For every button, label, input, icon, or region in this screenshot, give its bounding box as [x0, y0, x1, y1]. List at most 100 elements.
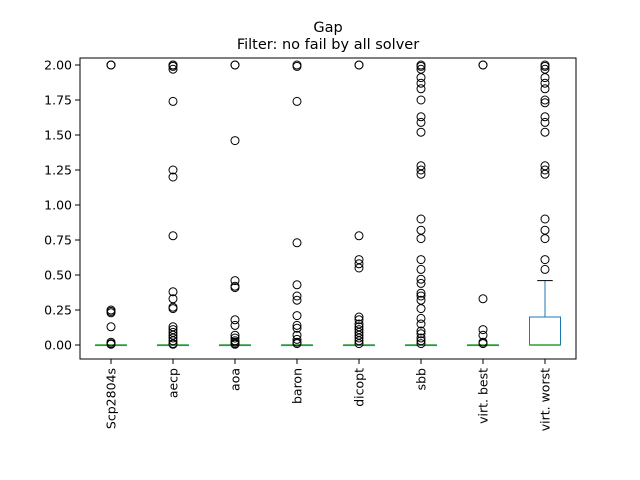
outlier-point	[416, 165, 426, 175]
box-scp2804s	[95, 60, 127, 349]
x-tick-label: sbb	[414, 368, 429, 390]
box-sbb	[405, 60, 437, 349]
outlier-point	[230, 136, 240, 146]
outlier-point	[230, 60, 240, 70]
outlier-point	[416, 117, 426, 127]
outlier-point	[292, 320, 302, 330]
box-virt-best	[467, 60, 499, 349]
outlier-point	[416, 329, 426, 339]
outlier-point	[292, 323, 302, 333]
outlier-point	[292, 238, 302, 248]
outlier-point	[168, 231, 178, 241]
outlier-point	[354, 336, 364, 346]
outlier-point	[416, 78, 426, 88]
outlier-point	[416, 255, 426, 265]
outlier-point	[540, 165, 550, 175]
outlier-point	[168, 165, 178, 175]
y-tick-label: 0.00	[44, 338, 72, 353]
outlier-point	[168, 287, 178, 297]
x-axis: Scp2804s aecp aoa baron dicopt sbb virt. best v…	[104, 359, 553, 431]
outlier-point	[292, 61, 302, 71]
outlier-point	[416, 304, 426, 314]
outlier-point	[168, 333, 178, 343]
outlier-point	[416, 319, 426, 329]
outlier-point	[416, 333, 426, 343]
outlier-point	[354, 333, 364, 343]
outlier-point	[230, 320, 240, 330]
outlier-point	[540, 264, 550, 274]
outlier-point	[230, 339, 240, 349]
outlier-point	[416, 313, 426, 323]
outlier-point	[416, 339, 426, 349]
x-tick-label: aoa	[228, 368, 243, 391]
outlier-point	[292, 339, 302, 349]
outlier-point	[416, 274, 426, 284]
outlier-point	[292, 96, 302, 106]
outlier-point	[540, 169, 550, 179]
outlier-point	[416, 326, 426, 336]
plot-frame	[79, 57, 577, 360]
outlier-point	[416, 291, 426, 301]
y-tick-label: 1.75	[44, 93, 72, 108]
outlier-point	[416, 95, 426, 105]
outlier-point	[354, 312, 364, 322]
outlier-point	[292, 280, 302, 290]
y-tick-label: 1.00	[44, 198, 72, 213]
outlier-point	[540, 234, 550, 244]
x-tick-label: aecp	[166, 368, 181, 398]
outlier-point	[354, 263, 364, 273]
x-tick-label: dicopt	[352, 368, 367, 407]
x-tick-label: virt. worst	[538, 368, 553, 431]
outlier-point	[540, 73, 550, 83]
outlier-point	[168, 64, 178, 74]
box-aoa	[219, 60, 251, 349]
y-tick-label: 0.25	[44, 303, 72, 318]
x-tick-label: virt. best	[476, 368, 491, 424]
outlier-point	[292, 291, 302, 301]
outlier-point	[416, 61, 426, 71]
chart-title: Gap	[313, 20, 342, 36]
outlier-point	[416, 288, 426, 298]
outlier-point	[540, 255, 550, 265]
outlier-point	[168, 96, 178, 106]
outlier-point	[168, 339, 178, 349]
plot-area	[95, 60, 561, 349]
outlier-point	[106, 308, 116, 318]
outlier-point	[416, 264, 426, 274]
outlier-point	[416, 336, 426, 346]
y-tick-label: 1.25	[44, 163, 72, 178]
outlier-point	[354, 339, 364, 349]
outlier-point	[540, 98, 550, 108]
outlier-point	[168, 61, 178, 71]
outlier-point	[416, 278, 426, 288]
outlier-point	[354, 259, 364, 269]
box-baron	[281, 60, 313, 349]
outlier-point	[416, 127, 426, 137]
outlier-point	[540, 61, 550, 71]
outlier-point	[416, 84, 426, 94]
outlier-point	[292, 295, 302, 305]
outlier-point	[540, 78, 550, 88]
outlier-point	[230, 315, 240, 325]
outlier-point	[540, 112, 550, 122]
outlier-point	[478, 325, 488, 335]
box-virt-worst	[529, 60, 561, 346]
chart-subtitle: Filter: no fail by all solver	[237, 37, 419, 53]
box-dicopt	[343, 60, 375, 349]
outlier-point	[354, 231, 364, 241]
outlier-point	[292, 311, 302, 321]
y-tick-label: 0.50	[44, 268, 72, 283]
outlier-point	[106, 339, 116, 349]
outlier-point	[540, 117, 550, 127]
outlier-point	[106, 60, 116, 70]
outlier-point	[416, 73, 426, 83]
x-tick-label: baron	[290, 368, 305, 404]
outlier-point	[416, 214, 426, 224]
box-aecp	[157, 60, 189, 349]
outlier-point	[230, 283, 240, 293]
outlier-point	[540, 84, 550, 94]
y-axis: 0.00 0.25 0.50 0.75 1.00 1.25 1.50 1.75 2.00	[44, 58, 80, 353]
outlier-point	[230, 333, 240, 343]
